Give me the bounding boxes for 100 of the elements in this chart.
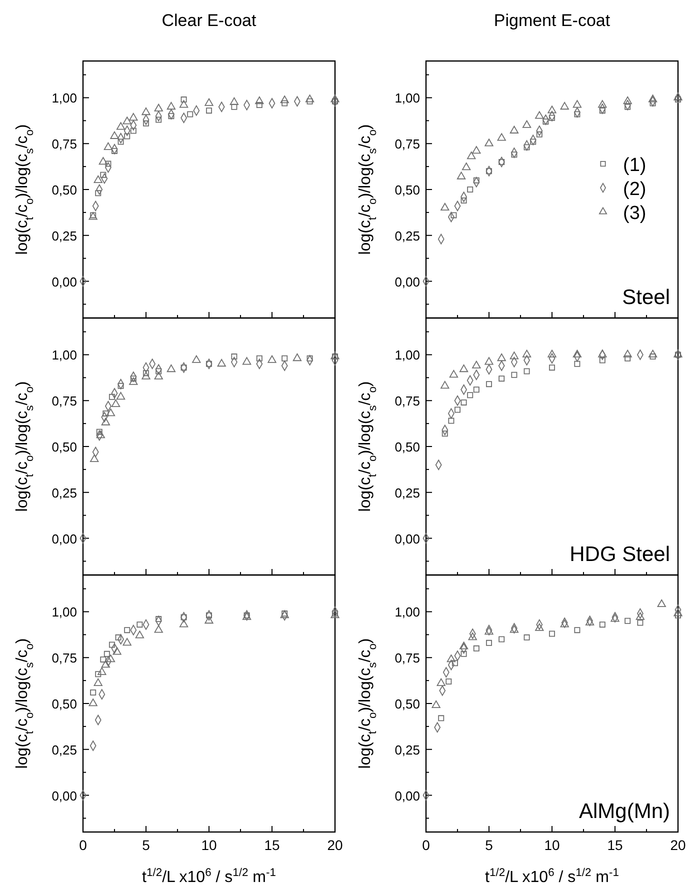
- point: [598, 100, 607, 108]
- y-tick-label: 0,50: [52, 182, 77, 198]
- point: [115, 634, 122, 640]
- annotation: HDG Steel: [570, 543, 670, 566]
- y-tick-label: 0,25: [394, 228, 420, 244]
- y-tick-label: 0,75: [52, 650, 77, 666]
- point: [180, 614, 187, 620]
- point: [330, 94, 340, 102]
- y-tick-label: 1,00: [52, 604, 77, 620]
- point: [136, 622, 143, 628]
- point: [217, 358, 226, 367]
- x-axis-title: t$^{1/2}$/L x10$^{6}$ / s$^{1/2}$ m$^{-1}$: [485, 867, 619, 886]
- point: [510, 625, 519, 633]
- point: [192, 355, 201, 363]
- point: [305, 94, 314, 102]
- point: [440, 380, 450, 389]
- x-tick-label: 20: [670, 837, 686, 853]
- y-tick-label: 0,75: [52, 394, 77, 409]
- legend-label: (3): [623, 202, 646, 224]
- point: [510, 126, 519, 134]
- point: [560, 620, 569, 628]
- point: [486, 381, 492, 388]
- point: [101, 660, 110, 668]
- point: [104, 650, 110, 657]
- y-tick-label: 0,50: [394, 182, 420, 198]
- point: [472, 360, 481, 368]
- y-tick-label: 0,50: [52, 440, 77, 454]
- point: [535, 111, 544, 119]
- point: [231, 104, 238, 110]
- point: [548, 350, 556, 358]
- y-tick-label: 0,75: [394, 394, 420, 409]
- point: [206, 108, 212, 114]
- point: [574, 360, 580, 367]
- point: [330, 352, 340, 360]
- point: [242, 357, 252, 365]
- point: [650, 100, 656, 106]
- point: [124, 133, 130, 140]
- point: [101, 418, 110, 426]
- y-tick-label: 0,00: [394, 531, 420, 546]
- x-tick-label: 15: [607, 837, 623, 853]
- point: [484, 626, 494, 635]
- point: [524, 368, 530, 374]
- point: [535, 623, 544, 631]
- point: [510, 352, 519, 360]
- y-tick-label: 0,25: [394, 742, 420, 758]
- x-tick-label: 10: [544, 837, 560, 853]
- point: [446, 678, 452, 684]
- point: [306, 98, 313, 104]
- point: [498, 376, 505, 382]
- point: [108, 394, 115, 400]
- point: [88, 698, 98, 706]
- point: [179, 620, 188, 628]
- point: [498, 636, 505, 642]
- point: [599, 357, 606, 364]
- point: [111, 399, 120, 407]
- y-tick-label: 0,00: [394, 274, 420, 290]
- point: [116, 392, 126, 400]
- point: [624, 618, 631, 624]
- point: [118, 138, 124, 145]
- point: [256, 102, 262, 108]
- point: [292, 353, 302, 362]
- point: [522, 350, 532, 358]
- point: [122, 116, 132, 124]
- point: [549, 364, 555, 371]
- x-tick-label: 0: [422, 837, 430, 853]
- point: [459, 364, 468, 372]
- point: [436, 678, 446, 686]
- point: [280, 96, 289, 104]
- point: [98, 667, 106, 675]
- legend-label: (2): [623, 178, 646, 200]
- point: [180, 96, 187, 103]
- y-tick-label: 0,75: [394, 136, 420, 152]
- y-tick-label: 1,00: [394, 90, 420, 106]
- y-tick-label: 1,00: [52, 90, 77, 106]
- point: [624, 355, 631, 362]
- point: [90, 689, 96, 696]
- point: [467, 186, 474, 192]
- point: [255, 96, 264, 104]
- annotation: AlMg(Mn): [578, 800, 670, 823]
- chart-title: Clear E-coat: [162, 11, 257, 30]
- point: [438, 715, 444, 722]
- point: [449, 370, 458, 378]
- point: [230, 97, 239, 105]
- point: [106, 654, 116, 662]
- point: [484, 138, 494, 146]
- point: [524, 144, 530, 150]
- point: [460, 650, 467, 657]
- point: [142, 372, 150, 380]
- y-tick-label: 0,75: [52, 136, 77, 152]
- point: [135, 630, 144, 638]
- point: [180, 364, 187, 371]
- point: [204, 616, 214, 624]
- point: [100, 172, 106, 178]
- point: [497, 133, 506, 141]
- point: [282, 355, 288, 362]
- point: [637, 620, 644, 626]
- point: [585, 618, 594, 626]
- point: [454, 406, 460, 413]
- x-tick-label: 5: [142, 837, 150, 853]
- y-tick-label: 0,50: [52, 696, 77, 712]
